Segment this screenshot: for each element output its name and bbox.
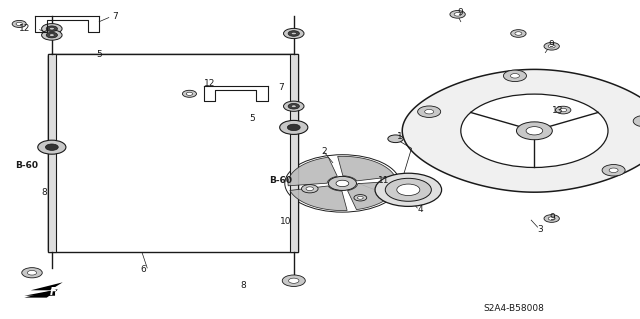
Polygon shape bbox=[290, 186, 347, 211]
Text: 1: 1 bbox=[397, 132, 403, 141]
Polygon shape bbox=[24, 289, 60, 298]
Text: 2: 2 bbox=[321, 147, 327, 156]
Circle shape bbox=[633, 115, 640, 127]
Circle shape bbox=[354, 195, 367, 201]
Circle shape bbox=[301, 185, 318, 193]
Circle shape bbox=[49, 34, 54, 36]
Polygon shape bbox=[348, 181, 397, 210]
Text: 5: 5 bbox=[96, 50, 102, 59]
Text: 11: 11 bbox=[378, 176, 389, 185]
Circle shape bbox=[548, 217, 555, 220]
Circle shape bbox=[45, 144, 58, 150]
Text: S2A4-B58008: S2A4-B58008 bbox=[483, 304, 544, 313]
Circle shape bbox=[291, 105, 296, 108]
Circle shape bbox=[282, 275, 305, 286]
Text: B-60: B-60 bbox=[15, 161, 38, 170]
Text: 12: 12 bbox=[19, 24, 31, 33]
Circle shape bbox=[358, 196, 364, 199]
Text: 9: 9 bbox=[458, 8, 463, 17]
Circle shape bbox=[28, 271, 36, 275]
Text: 5: 5 bbox=[250, 114, 255, 122]
Text: 10: 10 bbox=[280, 217, 292, 226]
Circle shape bbox=[16, 22, 22, 26]
Circle shape bbox=[306, 187, 314, 190]
Polygon shape bbox=[31, 282, 63, 290]
Circle shape bbox=[12, 20, 26, 27]
Text: 8: 8 bbox=[240, 281, 246, 290]
Text: 4: 4 bbox=[417, 205, 423, 214]
Circle shape bbox=[397, 184, 420, 196]
Text: FR.: FR. bbox=[50, 287, 69, 297]
Text: 7: 7 bbox=[278, 83, 284, 92]
Circle shape bbox=[336, 180, 349, 187]
Circle shape bbox=[328, 176, 356, 190]
Bar bbox=[48, 54, 298, 252]
Circle shape bbox=[46, 32, 58, 38]
Bar bbox=[290, 54, 298, 252]
Circle shape bbox=[526, 127, 543, 135]
Circle shape bbox=[516, 122, 552, 140]
Circle shape bbox=[38, 140, 66, 154]
Circle shape bbox=[22, 268, 42, 278]
Circle shape bbox=[418, 106, 441, 117]
Circle shape bbox=[511, 30, 526, 37]
Circle shape bbox=[511, 74, 520, 78]
Circle shape bbox=[454, 13, 461, 16]
Circle shape bbox=[284, 101, 304, 111]
Circle shape bbox=[425, 109, 434, 114]
Circle shape bbox=[375, 173, 442, 206]
Polygon shape bbox=[403, 70, 640, 192]
Polygon shape bbox=[338, 156, 395, 181]
Text: 3: 3 bbox=[538, 225, 543, 234]
Circle shape bbox=[287, 124, 300, 130]
Polygon shape bbox=[24, 290, 55, 296]
Text: 6: 6 bbox=[141, 265, 147, 274]
Circle shape bbox=[288, 103, 300, 109]
Circle shape bbox=[289, 278, 299, 283]
Circle shape bbox=[49, 27, 54, 30]
Circle shape bbox=[280, 120, 308, 134]
Circle shape bbox=[544, 42, 559, 50]
Circle shape bbox=[544, 215, 559, 222]
Circle shape bbox=[609, 168, 618, 173]
Text: 8: 8 bbox=[42, 188, 47, 197]
Circle shape bbox=[450, 11, 465, 18]
Text: B-60: B-60 bbox=[269, 176, 292, 185]
Circle shape bbox=[288, 31, 300, 36]
Text: 7: 7 bbox=[112, 12, 118, 21]
Circle shape bbox=[556, 106, 571, 114]
Text: 9: 9 bbox=[548, 40, 554, 48]
Circle shape bbox=[42, 24, 62, 34]
Bar bbox=[48, 54, 56, 252]
Circle shape bbox=[560, 108, 566, 112]
Circle shape bbox=[46, 26, 58, 32]
Circle shape bbox=[548, 45, 555, 48]
Text: 9: 9 bbox=[549, 213, 555, 222]
Text: 12: 12 bbox=[204, 79, 215, 88]
Circle shape bbox=[291, 32, 296, 35]
Circle shape bbox=[385, 178, 431, 201]
Circle shape bbox=[515, 32, 522, 35]
Circle shape bbox=[186, 92, 193, 95]
Circle shape bbox=[182, 90, 196, 97]
Text: 13: 13 bbox=[552, 106, 563, 115]
Circle shape bbox=[461, 94, 608, 167]
Circle shape bbox=[284, 28, 304, 39]
Circle shape bbox=[504, 70, 527, 82]
Circle shape bbox=[388, 135, 403, 143]
Circle shape bbox=[602, 165, 625, 176]
Circle shape bbox=[42, 30, 62, 40]
Polygon shape bbox=[288, 157, 337, 186]
